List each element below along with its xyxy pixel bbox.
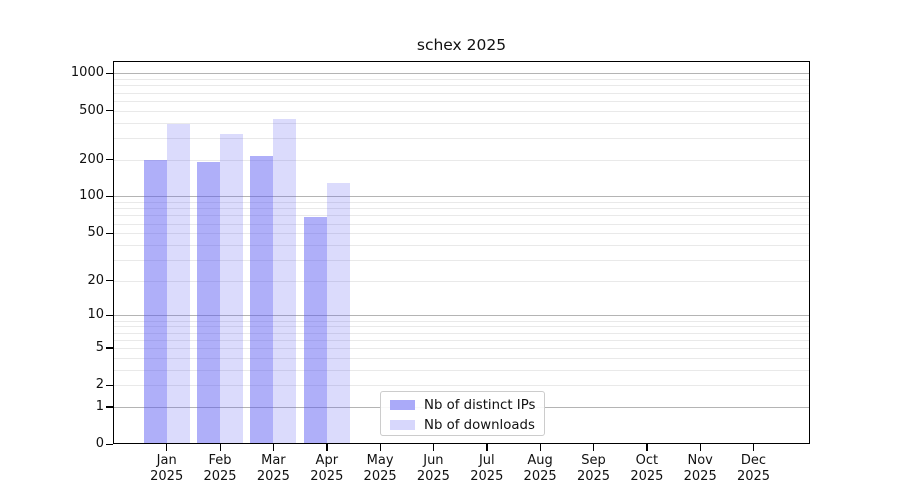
y-tick-5 [106, 347, 113, 349]
y-tick-50 [106, 232, 113, 234]
gridline-minor-40 [114, 244, 809, 246]
bar-distinct-ips-jan [143, 159, 167, 444]
y-tick-label-10: 10 [87, 307, 104, 323]
gridline-minor-30 [114, 259, 809, 261]
x-tick-9 [646, 444, 648, 451]
gridline-minor-2 [114, 385, 809, 387]
y-tick-1000 [106, 72, 113, 75]
bar-downloads-mar [273, 118, 297, 444]
legend-label-distinct-ips: Nb of distinct IPs [424, 397, 536, 413]
x-tick-10 [699, 444, 701, 451]
gridline-minor-90 [114, 202, 809, 203]
x-tick-0 [166, 444, 168, 451]
bar-downloads-feb [220, 134, 243, 444]
y-tick-label-100: 100 [79, 188, 104, 204]
gridline-minor-20 [114, 280, 809, 282]
gridline-minor-50 [114, 233, 809, 235]
gridline-minor-3 [114, 369, 809, 371]
legend-swatch-distinct-ips [390, 399, 415, 411]
gridline-minor-4 [114, 357, 809, 359]
x-tick-label-1: Feb 2025 [203, 453, 237, 484]
y-tick-label-20: 20 [87, 272, 104, 288]
x-tick-6 [486, 444, 488, 451]
gridline-minor-900 [114, 79, 809, 80]
y-tick-label-200: 200 [79, 151, 104, 167]
x-tick-label-4: May 2025 [363, 453, 397, 484]
y-tick-label-50: 50 [87, 225, 104, 241]
bar-distinct-ips-feb [197, 162, 220, 444]
legend: Nb of distinct IPs Nb of downloads [380, 391, 545, 436]
x-tick-11 [753, 444, 755, 451]
gridline-minor-6 [114, 339, 809, 341]
x-tick-label-7: Aug 2025 [523, 453, 557, 484]
bar-distinct-ips-mar [250, 155, 274, 444]
y-tick-100 [106, 195, 113, 198]
y-tick-500 [106, 110, 113, 112]
gridline-minor-9 [114, 320, 809, 322]
x-tick-label-2: Mar 2025 [256, 453, 290, 484]
x-tick-3 [326, 444, 328, 451]
gridline-minor-8 [114, 326, 809, 328]
x-tick-1 [219, 444, 221, 451]
x-tick-label-0: Jan 2025 [150, 453, 184, 484]
y-tick-2 [106, 384, 113, 386]
y-tick-label-1000: 1000 [70, 65, 104, 81]
gridline-minor-70 [114, 215, 809, 217]
x-tick-label-11: Dec 2025 [736, 453, 771, 484]
y-tick-1 [106, 406, 113, 408]
y-tick-label-5: 5 [95, 339, 104, 355]
y-tick-label-500: 500 [79, 102, 104, 118]
x-tick-label-6: Jul 2025 [470, 453, 504, 484]
gridline-major-100 [114, 196, 809, 198]
x-tick-4 [379, 444, 381, 451]
x-tick-2 [272, 444, 275, 451]
x-tick-label-5: Jun 2025 [416, 453, 450, 484]
gridline-major-10 [114, 315, 809, 317]
bar-downloads-apr [326, 182, 350, 444]
x-tick-7 [539, 444, 541, 451]
x-tick-8 [593, 444, 595, 451]
y-tick-label-0: 0 [95, 436, 104, 451]
x-tick-label-3: Apr 2025 [310, 453, 344, 484]
y-tick-0 [106, 443, 113, 445]
gridline-minor-800 [114, 85, 809, 87]
bar-distinct-ips-apr [303, 216, 327, 444]
gridline-minor-5 [114, 347, 809, 349]
gridline-minor-400 [114, 122, 809, 124]
legend-swatch-downloads [390, 419, 415, 431]
gridline-minor-300 [114, 137, 809, 139]
bar-downloads-jan [166, 123, 190, 444]
gridline-minor-200 [114, 159, 809, 161]
x-tick-label-8: Sep 2025 [576, 453, 611, 484]
y-tick-label-2: 2 [95, 377, 104, 393]
gridline-minor-600 [114, 100, 809, 102]
x-tick-5 [432, 444, 435, 451]
gridline-major-1000 [114, 73, 809, 75]
gridline-minor-500 [114, 110, 809, 112]
gridline-minor-60 [114, 223, 809, 225]
legend-item-distinct-ips: Nb of distinct IPs [390, 397, 536, 413]
x-tick-label-9: Oct 2025 [630, 453, 664, 484]
gridline-minor-700 [114, 92, 809, 94]
y-tick-10 [106, 314, 113, 317]
x-tick-label-10: Nov 2025 [683, 453, 717, 484]
legend-label-downloads: Nb of downloads [424, 417, 535, 433]
y-tick-200 [106, 159, 113, 161]
y-tick-label-1: 1 [95, 398, 104, 414]
y-tick-20 [106, 280, 113, 282]
gridline-minor-7 [114, 332, 809, 334]
legend-item-downloads: Nb of downloads [390, 417, 535, 433]
gridline-minor-80 [114, 208, 809, 210]
chart-title: schex 2025 [416, 36, 507, 54]
